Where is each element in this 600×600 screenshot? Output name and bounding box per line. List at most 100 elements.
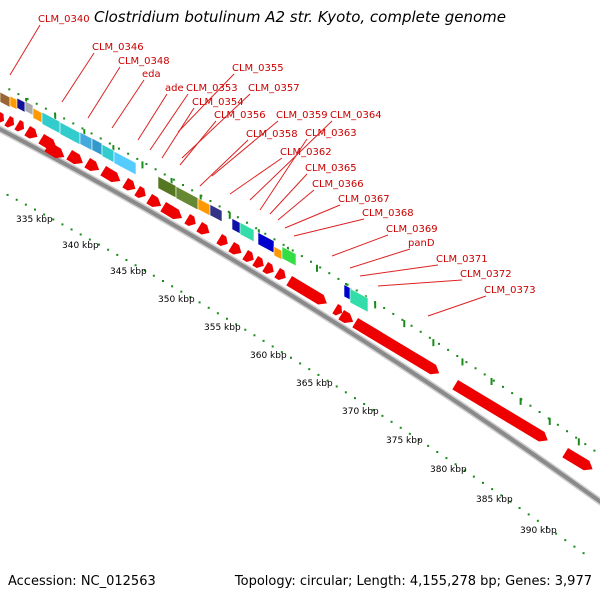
tick-label: 375 kbp [386,436,423,446]
tick-dash [374,301,377,309]
gene-label: CLM_0365 [305,163,357,174]
tick-dot-outer [17,93,20,96]
gene-arrow [4,116,15,128]
gene-arrow [184,214,196,227]
tick-dot-outer [474,367,477,370]
leader-line [211,120,279,177]
tick-dot-inner [116,253,119,256]
tick-dot-outer [44,107,47,110]
gene-block [209,203,223,223]
gene-block [113,150,137,176]
label-leaders [9,24,487,317]
tick-dash [316,264,318,272]
tick-dot-outer [328,272,331,275]
gene-block [32,107,43,124]
tick-dot-outer [401,318,404,321]
tick-label: 370 kbp [342,407,379,417]
tick-dot-inner [335,385,338,388]
gene-arrow [134,186,146,199]
tick-dot-inner [399,426,402,429]
gene-arrow [562,448,593,471]
leader-line [179,120,217,166]
gene-arrow [252,256,264,269]
tick-dash [228,211,231,219]
gene-label: CLM_0367 [338,194,390,205]
tick-dot-inner [24,203,27,206]
tick-dot-outer [364,295,367,298]
leader-line [149,93,189,151]
tick-dot-outer [282,243,285,246]
tick-dot-outer [465,361,468,364]
tick-dot-inner [143,269,146,272]
tick-dot-inner [390,420,393,423]
tick-dash [403,320,406,328]
gene-label: CLM_0366 [312,179,364,190]
tick-dash [548,417,551,425]
leader-line [259,138,308,211]
gene-arrow [84,158,100,172]
tick-dot-inner [171,285,174,288]
tick-dot-inner [381,414,384,417]
tick-dot-outer [35,102,38,105]
gene-block [24,100,34,116]
tick-dot-outer [483,373,486,376]
gene-label: eda [142,69,161,80]
gene-block [91,137,103,156]
leader-line [87,66,121,119]
gene-label: CLM_0363 [305,128,357,139]
tick-dot-outer [172,178,175,181]
tick-dot-inner [262,339,265,342]
tick-dot-inner [472,475,475,478]
tick-dot-inner [226,317,228,320]
gene-arrow [146,194,162,208]
tick-dot-outer [319,266,322,269]
tick-dot-outer [163,173,166,176]
leader-line [293,218,365,237]
gene-label: CLM_0354 [192,97,244,108]
gene-block [0,91,11,108]
tick-dot-inner [454,463,457,466]
gene-arrow [352,318,440,375]
gene-block [281,246,297,267]
gene-arrow [228,242,242,255]
tick-dot-inner [445,457,448,460]
tick-dot-inner [271,345,274,348]
tick-dot-outer [136,157,139,160]
tick-dot-outer [63,117,66,120]
tick-label: 390 kbp [520,526,557,536]
tick-dot-outer [108,142,111,145]
tick-dash [170,177,173,185]
tick-dot-inner [482,481,484,484]
tick-dot-outer [264,232,267,235]
tick-dot-inner [344,391,347,394]
gene-label: CLM_0368 [362,208,414,219]
tick-dot-outer [154,168,157,171]
leader-line [427,295,487,317]
gene-block [101,143,115,164]
gene-block [239,221,255,243]
tick-dot-inner [79,233,82,236]
leader-line [277,189,315,221]
gene-block [59,121,81,146]
gene-arrow [44,142,65,159]
tick-dot-inner [427,444,430,447]
tick-label: 385 kbp [476,495,513,505]
tick-dot-inner [546,526,548,529]
leader-line [181,93,251,159]
gene-label: CLM_0348 [118,56,170,67]
tick-dot-outer [556,423,559,426]
tick-dot-inner [326,379,329,382]
tick-dot-inner [162,280,164,283]
gene-arrow [0,112,5,124]
tick-dot-outer [511,392,514,395]
tick-dot-inner [290,356,292,359]
tick-dot-outer [346,283,349,286]
tick-dash [490,377,493,385]
accession-text: Accession: NC_012563 [8,574,156,589]
tick-dot-inner [235,323,238,326]
leader-line [199,139,249,187]
tick-dash [112,145,115,153]
leader-line [229,157,283,195]
gene-arrow [286,276,327,305]
tick-label: 360 kbp [250,351,287,361]
